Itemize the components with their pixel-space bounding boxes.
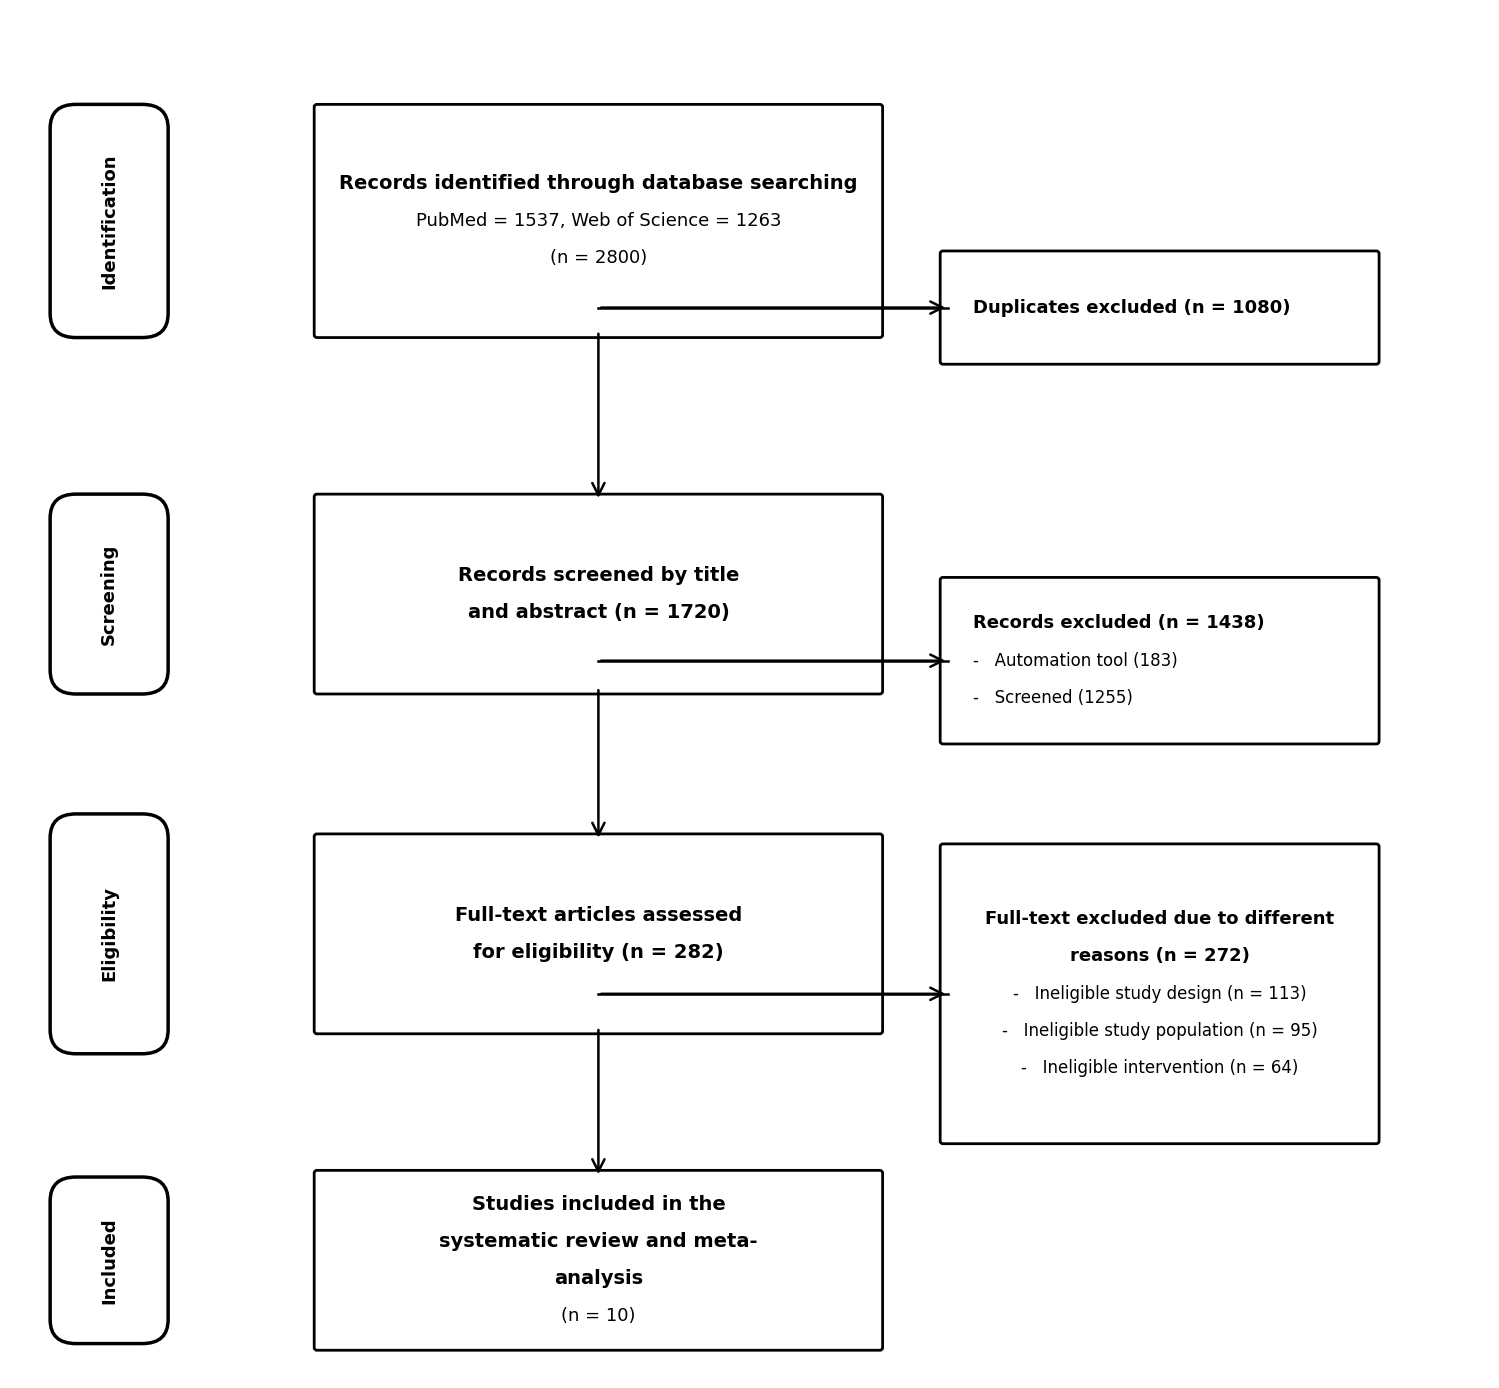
FancyBboxPatch shape	[49, 494, 168, 694]
FancyBboxPatch shape	[315, 494, 883, 694]
Text: Records identified through database searching: Records identified through database sear…	[339, 174, 857, 193]
Text: Eligibility: Eligibility	[100, 887, 118, 981]
Text: Records screened by title: Records screened by title	[457, 566, 739, 584]
Text: Included: Included	[100, 1217, 118, 1303]
FancyBboxPatch shape	[49, 104, 168, 337]
Text: (n = 2800): (n = 2800)	[550, 250, 648, 268]
Text: PubMed = 1537, Web of Science = 1263: PubMed = 1537, Web of Science = 1263	[415, 212, 781, 230]
FancyBboxPatch shape	[315, 1170, 883, 1351]
Text: Duplicates excluded (n = 1080): Duplicates excluded (n = 1080)	[973, 298, 1291, 316]
FancyBboxPatch shape	[940, 251, 1379, 364]
Text: reasons (n = 272): reasons (n = 272)	[1070, 948, 1250, 966]
Text: Screening: Screening	[100, 543, 118, 645]
Text: -   Ineligible intervention (n = 64): - Ineligible intervention (n = 64)	[1021, 1059, 1298, 1077]
Text: analysis: analysis	[553, 1270, 643, 1288]
Text: -   Screened (1255): - Screened (1255)	[973, 688, 1133, 706]
FancyBboxPatch shape	[940, 844, 1379, 1144]
Text: Identification: Identification	[100, 153, 118, 289]
Text: -   Automation tool (183): - Automation tool (183)	[973, 652, 1178, 669]
Text: and abstract (n = 1720): and abstract (n = 1720)	[468, 604, 730, 622]
FancyBboxPatch shape	[49, 1177, 168, 1344]
Text: Full-text excluded due to different: Full-text excluded due to different	[985, 911, 1334, 929]
Text: -   Ineligible study population (n = 95): - Ineligible study population (n = 95)	[1001, 1022, 1318, 1040]
Text: systematic review and meta-: systematic review and meta-	[439, 1233, 757, 1251]
FancyBboxPatch shape	[49, 813, 168, 1053]
Text: (n = 10): (n = 10)	[561, 1307, 636, 1326]
FancyBboxPatch shape	[940, 577, 1379, 744]
Text: Full-text articles assessed: Full-text articles assessed	[454, 906, 742, 924]
Text: Studies included in the: Studies included in the	[472, 1195, 726, 1214]
Text: -   Ineligible study design (n = 113): - Ineligible study design (n = 113)	[1013, 985, 1307, 1002]
FancyBboxPatch shape	[315, 834, 883, 1034]
Text: Records excluded (n = 1438): Records excluded (n = 1438)	[973, 615, 1265, 633]
Text: for eligibility (n = 282): for eligibility (n = 282)	[474, 942, 724, 962]
FancyBboxPatch shape	[315, 104, 883, 337]
